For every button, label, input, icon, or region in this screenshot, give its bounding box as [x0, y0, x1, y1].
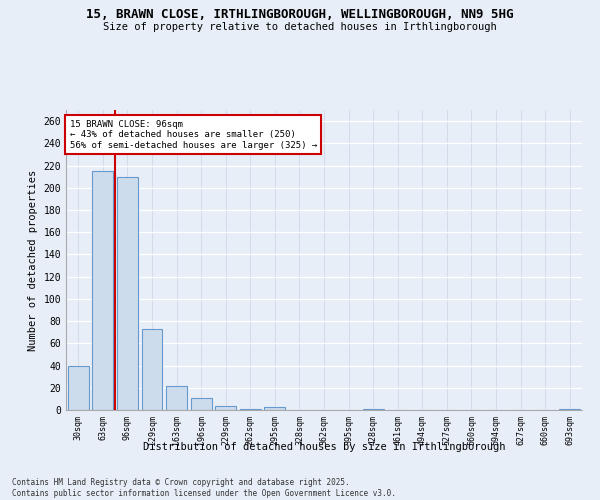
- Bar: [362, 409, 383, 410]
- Bar: [215, 406, 236, 410]
- Bar: [240, 409, 261, 410]
- Bar: [68, 366, 89, 410]
- Text: Distribution of detached houses by size in Irthlingborough: Distribution of detached houses by size …: [143, 442, 505, 452]
- Bar: [559, 409, 580, 410]
- Text: 15 BRAWN CLOSE: 96sqm
← 43% of detached houses are smaller (250)
56% of semi-det: 15 BRAWN CLOSE: 96sqm ← 43% of detached …: [70, 120, 317, 150]
- Text: Contains HM Land Registry data © Crown copyright and database right 2025.
Contai: Contains HM Land Registry data © Crown c…: [12, 478, 396, 498]
- Y-axis label: Number of detached properties: Number of detached properties: [28, 170, 38, 350]
- Bar: [117, 176, 138, 410]
- Bar: [142, 329, 163, 410]
- Bar: [166, 386, 187, 410]
- Bar: [265, 406, 286, 410]
- Text: 15, BRAWN CLOSE, IRTHLINGBOROUGH, WELLINGBOROUGH, NN9 5HG: 15, BRAWN CLOSE, IRTHLINGBOROUGH, WELLIN…: [86, 8, 514, 20]
- Bar: [92, 171, 113, 410]
- Text: Size of property relative to detached houses in Irthlingborough: Size of property relative to detached ho…: [103, 22, 497, 32]
- Bar: [191, 398, 212, 410]
